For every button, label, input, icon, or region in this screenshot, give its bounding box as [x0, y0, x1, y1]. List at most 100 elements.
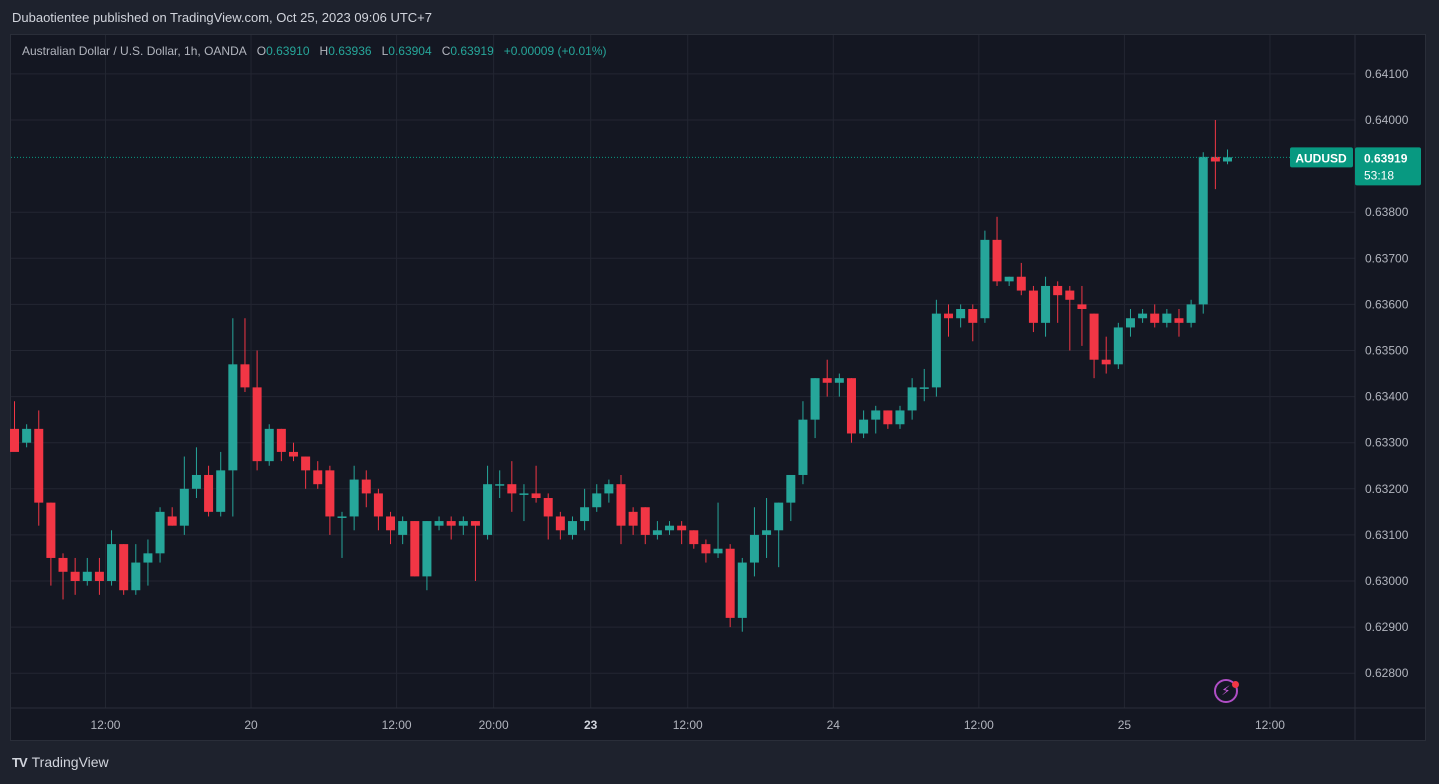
bar-countdown-label: 53:18 — [1364, 168, 1394, 182]
candle-up — [483, 484, 493, 535]
candle-up — [907, 387, 917, 411]
candle-up — [107, 544, 117, 581]
x-axis-tick-label: 12:00 — [1255, 718, 1285, 732]
candle-up — [458, 521, 468, 526]
candle-up — [774, 502, 784, 531]
close-value: 0.63919 — [450, 44, 494, 58]
candle-up — [980, 239, 990, 319]
y-axis-tick-label: 0.63100 — [1365, 528, 1409, 542]
candle-up — [519, 493, 529, 495]
last-price-label: 0.63919 — [1364, 151, 1408, 165]
candle-down — [70, 571, 80, 581]
candle-up — [567, 521, 577, 535]
candle-down — [1016, 276, 1026, 291]
y-axis-tick-label: 0.63800 — [1365, 205, 1409, 219]
candle-up — [798, 419, 808, 475]
candle-down — [1210, 156, 1220, 162]
tradingview-logo[interactable]: TV TradingView — [12, 754, 109, 770]
x-axis-tick-label: 24 — [827, 718, 841, 732]
candle-up — [1041, 285, 1051, 323]
notification-dot-icon — [1232, 681, 1239, 688]
candle-down — [822, 378, 832, 383]
candle-up — [179, 488, 189, 526]
candle-down — [46, 502, 56, 558]
candle-up — [956, 309, 966, 319]
close-label: C — [441, 44, 451, 58]
candle-down — [240, 364, 250, 388]
candle-up — [264, 428, 274, 462]
y-axis-tick-label: 0.62900 — [1365, 620, 1409, 634]
candle-down — [689, 530, 699, 545]
candle-down — [1101, 359, 1111, 365]
candle-up — [1113, 327, 1123, 365]
candle-down — [470, 521, 480, 526]
top-bar: Dubaotientee published on TradingView.co… — [0, 0, 1439, 34]
candle-down — [968, 309, 978, 323]
candle-up — [762, 530, 772, 535]
open-value: 0.63910 — [266, 44, 310, 58]
candle-up — [1198, 156, 1208, 305]
candle-up — [895, 410, 905, 425]
y-axis-tick-label: 0.63700 — [1365, 251, 1409, 265]
candle-down — [204, 474, 214, 512]
candle-down — [883, 410, 893, 425]
y-axis-tick-label: 0.63300 — [1365, 436, 1409, 450]
candle-up — [1125, 318, 1135, 328]
candle-down — [616, 484, 626, 526]
x-axis-tick-label: 20:00 — [479, 718, 509, 732]
candle-down — [34, 428, 44, 503]
candle-up — [749, 534, 759, 563]
footer — [0, 744, 1439, 784]
candle-down — [1089, 313, 1099, 360]
lightning-icon[interactable]: ⚡ — [1214, 679, 1238, 703]
x-axis-tick-label: 20 — [244, 718, 258, 732]
candle-down — [1053, 285, 1063, 296]
price-tag[interactable] — [1355, 147, 1421, 186]
high-label: H — [319, 44, 329, 58]
chart-pane[interactable] — [10, 34, 1426, 741]
candle-down — [555, 516, 565, 531]
candle-up — [155, 511, 165, 554]
candle-up — [422, 521, 432, 577]
candle-up — [834, 378, 844, 383]
candle-down — [446, 521, 456, 526]
candle-down — [301, 456, 311, 471]
candle-down — [288, 451, 298, 457]
candle-down — [410, 521, 420, 577]
open-label: O — [256, 44, 267, 58]
candle-up — [131, 562, 141, 591]
x-axis-tick-label: 23 — [584, 718, 598, 732]
low-value: 0.63904 — [388, 44, 432, 58]
x-axis-tick-label: 25 — [1118, 718, 1132, 732]
candle-down — [531, 493, 541, 499]
candle-up — [786, 474, 796, 503]
candle-down — [119, 544, 129, 591]
symbol-description[interactable]: Australian Dollar / U.S. Dollar, 1h, OAN… — [22, 44, 247, 58]
change-value: +0.00009 (+0.01%) — [503, 44, 607, 58]
candle-up — [495, 484, 505, 486]
candle-down — [252, 387, 262, 462]
y-axis-tick-label: 0.64000 — [1365, 113, 1409, 127]
candle-up — [580, 507, 590, 522]
candle-down — [276, 428, 286, 452]
candle-down — [992, 239, 1002, 282]
candle-up — [216, 470, 226, 512]
candle-down — [1065, 290, 1075, 300]
candle-down — [628, 511, 638, 526]
candle-down — [313, 470, 323, 485]
candle-down — [677, 525, 687, 531]
candle-down — [1150, 313, 1160, 323]
candle-down — [640, 507, 650, 535]
low-label: L — [381, 44, 389, 58]
candle-up — [398, 521, 408, 535]
x-axis-tick-label: 12:00 — [964, 718, 994, 732]
y-axis-tick-label: 0.63200 — [1365, 482, 1409, 496]
candle-down — [10, 428, 19, 452]
y-axis-tick-label: 0.64100 — [1365, 67, 1409, 81]
candle-down — [1174, 318, 1184, 323]
symbol-tag[interactable] — [1290, 147, 1353, 168]
chart-legend: Australian Dollar / U.S. Dollar, 1h, OAN… — [22, 44, 607, 58]
candle-up — [434, 521, 444, 526]
brand-name: TradingView — [31, 754, 109, 770]
